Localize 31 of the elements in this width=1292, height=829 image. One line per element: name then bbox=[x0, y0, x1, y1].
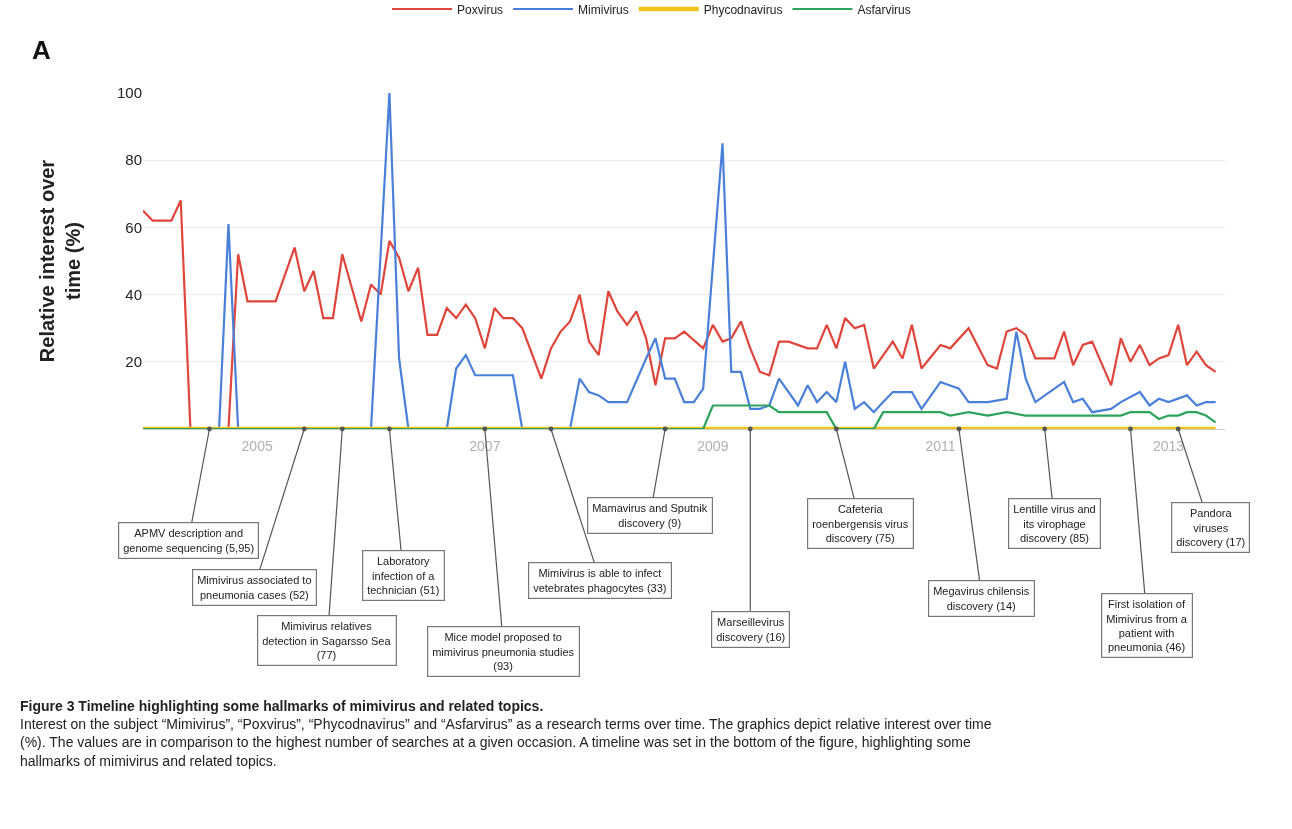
annotation: Mimivirus associated to pneumonia cases (52) bbox=[197, 574, 312, 601]
legend-label: Phycodnavirus bbox=[703, 2, 783, 17]
text: Figure 3 Timeline highlighting some hallmarks of mimivirus and related topics. bbox=[20, 698, 544, 714]
legend-label: Poxvirus bbox=[457, 2, 504, 17]
text: Interest on the subject “Mimivirus”, “Poxvirus”, “Phycodnavirus” and “Asfarvirus” as a research terms over time. The graphics depict relative interest over time (%). The values are in comparison to the highest number of searches at a given occasion. A timeline was set in the bottom of the figure, highlighting some hallmarks of mimivirus and related topics. bbox=[20, 716, 992, 769]
annotation: APMV description and genome sequencing (5,95) bbox=[123, 527, 255, 554]
annotation: Mimivirus is able to infect vetebrates phagocytes (33) bbox=[533, 567, 667, 594]
y-axis-title: Relative interest over time (%) bbox=[36, 159, 85, 363]
annotation: Lentille virus and its virophage discovery (85) bbox=[1013, 503, 1096, 544]
legend-label: Mimivirus bbox=[578, 2, 629, 17]
y-tick-label: 20 bbox=[125, 353, 142, 371]
line-series bbox=[143, 199, 1217, 429]
y-tick-label: 80 bbox=[125, 151, 142, 169]
annotation: Mamavirus and Sputnik discovery (9) bbox=[592, 502, 708, 529]
text: A bbox=[32, 35, 51, 65]
legend-label: Asfarvirus bbox=[857, 2, 911, 17]
annotation: Mimivirus relatives detection in Sagarsso Sea (77) bbox=[262, 620, 392, 661]
annotation: Marseillevirus discovery (16) bbox=[716, 616, 786, 643]
y-tick-label: 100 bbox=[116, 84, 142, 102]
x-tick-label: 2013 bbox=[1152, 437, 1185, 454]
annotation: Laboratory infection of a technician (51) bbox=[367, 555, 440, 596]
annotation: Mice model proposed to mimivirus pneumonia studies (93) bbox=[432, 631, 575, 672]
x-tick-label: 2011 bbox=[925, 437, 956, 454]
annotation: Megavirus chilensis discovery (14) bbox=[933, 585, 1030, 612]
x-tick-label: 2009 bbox=[697, 437, 729, 454]
x-tick-label: 2005 bbox=[241, 437, 273, 454]
y-tick-label: 60 bbox=[125, 218, 142, 236]
annotation: Cafeteria roenbergensis virus discovery (75) bbox=[812, 503, 909, 544]
y-tick-label: 40 bbox=[125, 285, 142, 303]
annotation: First isolation of Mimivirus from a patient with pneumonia (46) bbox=[1106, 598, 1188, 654]
annotation: Pandora viruses discovery (17) bbox=[1176, 507, 1246, 548]
